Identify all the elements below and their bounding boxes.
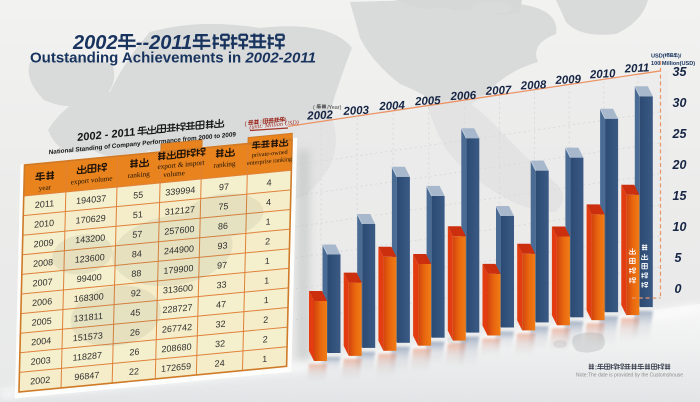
svg-text:20: 20 bbox=[672, 158, 687, 172]
svg-text:2009: 2009 bbox=[33, 237, 53, 249]
svg-text:2006: 2006 bbox=[449, 90, 477, 103]
svg-text::: : bbox=[595, 365, 597, 372]
svg-text:1: 1 bbox=[265, 256, 270, 266]
svg-text:1: 1 bbox=[264, 295, 269, 305]
svg-text:(unit: Million USD): (unit: Million USD) bbox=[249, 119, 299, 131]
svg-text:export volume: export volume bbox=[71, 175, 113, 187]
svg-text:2: 2 bbox=[263, 315, 268, 325]
svg-text:168300: 168300 bbox=[74, 291, 104, 304]
svg-text:Note:The date is provided by t: Note:The date is provided by the Customs… bbox=[576, 373, 683, 379]
svg-text:2003: 2003 bbox=[31, 355, 51, 367]
svg-text:339994: 339994 bbox=[165, 185, 195, 198]
svg-text:/Year): /Year) bbox=[327, 105, 341, 111]
svg-text:194037: 194037 bbox=[76, 193, 106, 206]
svg-text:118287: 118287 bbox=[73, 350, 103, 363]
svg-text:244900: 244900 bbox=[164, 244, 194, 257]
svg-text:86: 86 bbox=[218, 221, 228, 232]
svg-text:2003: 2003 bbox=[342, 105, 370, 118]
svg-text:(: ( bbox=[313, 105, 315, 111]
svg-text:30: 30 bbox=[673, 96, 687, 110]
svg-text:55: 55 bbox=[133, 190, 143, 201]
svg-text:USD(: USD( bbox=[651, 54, 665, 60]
svg-text:2006: 2006 bbox=[32, 296, 52, 308]
svg-text:99400: 99400 bbox=[77, 272, 102, 284]
svg-text:--2011: --2011 bbox=[136, 32, 192, 54]
svg-text:2009: 2009 bbox=[554, 74, 582, 87]
svg-text:93: 93 bbox=[217, 240, 227, 251]
svg-text:25: 25 bbox=[672, 127, 688, 141]
svg-text:2007: 2007 bbox=[484, 85, 512, 98]
svg-text:123600: 123600 bbox=[75, 252, 105, 265]
svg-text:2004: 2004 bbox=[31, 335, 51, 347]
svg-text:92: 92 bbox=[131, 288, 141, 299]
svg-text:Outstanding Achievements in 20: Outstanding Achievements in 2002-2011 bbox=[30, 50, 316, 67]
svg-text:33: 33 bbox=[216, 279, 226, 290]
svg-text:2010: 2010 bbox=[34, 218, 54, 230]
svg-text:170629: 170629 bbox=[76, 213, 106, 226]
svg-text:15: 15 bbox=[673, 189, 688, 203]
svg-text:2008: 2008 bbox=[519, 79, 547, 92]
svg-text:5: 5 bbox=[675, 251, 683, 265]
svg-text:22: 22 bbox=[129, 366, 139, 377]
svg-text:2002: 2002 bbox=[72, 32, 118, 54]
svg-text:2011: 2011 bbox=[35, 198, 55, 210]
svg-text:26: 26 bbox=[130, 327, 140, 338]
svg-text:2002: 2002 bbox=[30, 375, 50, 387]
svg-text:private-owned: private-owned bbox=[252, 149, 289, 160]
svg-text:88: 88 bbox=[131, 268, 141, 279]
svg-text:151573: 151573 bbox=[73, 330, 103, 343]
svg-text:313600: 313600 bbox=[163, 283, 193, 296]
svg-text:2005: 2005 bbox=[32, 316, 52, 328]
svg-text:4: 4 bbox=[266, 197, 271, 207]
svg-text:179900: 179900 bbox=[163, 263, 193, 276]
svg-text:172659: 172659 bbox=[161, 361, 191, 374]
svg-text:2008: 2008 bbox=[33, 257, 53, 269]
svg-text:47: 47 bbox=[216, 299, 226, 310]
svg-text:32: 32 bbox=[215, 319, 225, 330]
svg-text:4: 4 bbox=[266, 177, 271, 187]
svg-text:2002 - 2011: 2002 - 2011 bbox=[77, 126, 135, 144]
svg-text:97: 97 bbox=[217, 260, 227, 271]
svg-text:2002: 2002 bbox=[306, 109, 334, 122]
svg-text:1: 1 bbox=[264, 275, 269, 285]
svg-text:312127: 312127 bbox=[165, 204, 195, 217]
svg-text:24: 24 bbox=[215, 358, 225, 369]
svg-text:143200: 143200 bbox=[75, 232, 105, 245]
svg-text:131811: 131811 bbox=[73, 311, 103, 324]
svg-text:75: 75 bbox=[218, 201, 228, 212]
svg-text:2011: 2011 bbox=[623, 62, 649, 75]
svg-text:257600: 257600 bbox=[164, 224, 194, 237]
svg-text:enterprise ranking: enterprise ranking bbox=[247, 156, 292, 167]
svg-text:45: 45 bbox=[130, 307, 140, 318]
svg-text:): ) bbox=[285, 117, 287, 124]
svg-text:2010: 2010 bbox=[589, 68, 617, 81]
svg-text:228727: 228727 bbox=[162, 302, 192, 315]
svg-text:35: 35 bbox=[673, 65, 688, 79]
svg-text:ranking: ranking bbox=[213, 160, 236, 170]
svg-text:10: 10 bbox=[673, 220, 687, 234]
svg-text:1: 1 bbox=[262, 354, 267, 364]
svg-text:100 Million(USD): 100 Million(USD) bbox=[651, 61, 695, 67]
svg-text:2007: 2007 bbox=[32, 277, 52, 289]
svg-text:1: 1 bbox=[265, 217, 270, 227]
svg-text:2005: 2005 bbox=[414, 95, 442, 108]
svg-text:year: year bbox=[39, 183, 52, 192]
svg-text:96847: 96847 bbox=[74, 370, 99, 382]
svg-text:57: 57 bbox=[132, 229, 142, 240]
svg-text:32: 32 bbox=[215, 338, 225, 349]
svg-text:ranking: ranking bbox=[128, 170, 151, 180]
svg-text:84: 84 bbox=[132, 249, 142, 260]
svg-text:2004: 2004 bbox=[378, 100, 406, 113]
svg-text:)/: )/ bbox=[678, 54, 682, 60]
svg-text:2: 2 bbox=[263, 334, 268, 344]
svg-text:0: 0 bbox=[675, 282, 682, 296]
svg-text:51: 51 bbox=[133, 209, 143, 220]
svg-text:26: 26 bbox=[129, 347, 139, 358]
svg-text:(: ( bbox=[244, 121, 247, 128]
svg-text:2: 2 bbox=[265, 236, 270, 246]
svg-text:97: 97 bbox=[219, 181, 229, 192]
svg-text:267742: 267742 bbox=[162, 322, 192, 335]
svg-text:208680: 208680 bbox=[161, 342, 191, 355]
svg-text:volume: volume bbox=[163, 169, 185, 179]
